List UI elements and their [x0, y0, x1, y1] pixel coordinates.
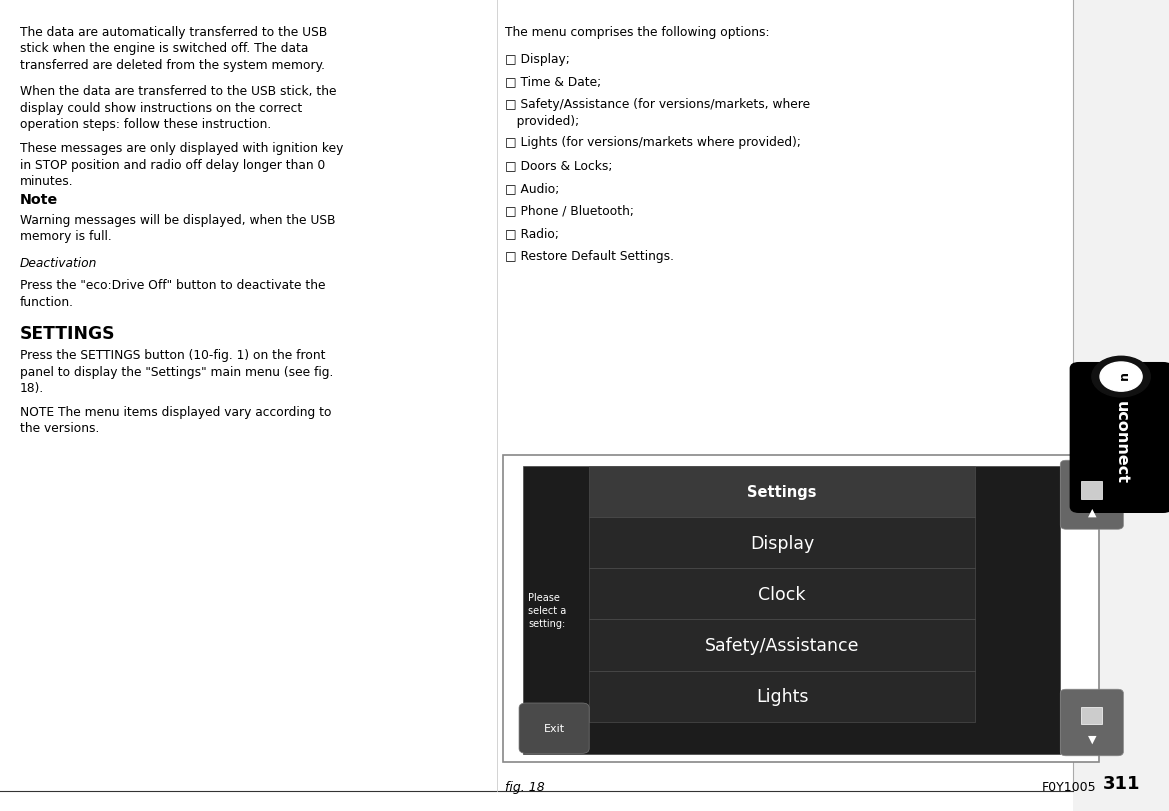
Text: When the data are transferred to the USB stick, the
display could show instructi: When the data are transferred to the USB… [20, 85, 337, 131]
Text: u: u [1115, 373, 1129, 381]
FancyBboxPatch shape [1081, 706, 1102, 724]
Text: Clock: Clock [759, 585, 805, 603]
Text: SETTINGS: SETTINGS [20, 324, 116, 342]
Bar [589, 466, 975, 517]
Text: □ Doors & Locks;: □ Doors & Locks; [505, 159, 613, 172]
Text: □ Phone / Bluetooth;: □ Phone / Bluetooth; [505, 204, 634, 217]
Text: □ Audio;: □ Audio; [505, 182, 559, 195]
Text: Deactivation: Deactivation [20, 257, 97, 270]
Text: F0Y1005: F0Y1005 [1042, 780, 1097, 793]
FancyBboxPatch shape [1081, 482, 1102, 499]
Bar [589, 671, 975, 722]
Text: Settings: Settings [747, 484, 817, 500]
Text: The menu comprises the following options:: The menu comprises the following options… [505, 26, 769, 39]
Text: □ Display;: □ Display; [505, 53, 569, 66]
Text: The data are automatically transferred to the USB
stick when the engine is switc: The data are automatically transferred t… [20, 26, 327, 72]
Bar [589, 620, 975, 671]
Bar [589, 517, 975, 569]
FancyBboxPatch shape [1060, 689, 1123, 756]
Bar [523, 466, 1060, 754]
Text: Press the SETTINGS button (10-fig. 1) on the front
panel to display the "Setting: Press the SETTINGS button (10-fig. 1) on… [20, 349, 333, 395]
Circle shape [1100, 363, 1142, 392]
Text: □ Lights (for versions/markets where provided);: □ Lights (for versions/markets where pro… [505, 136, 801, 149]
Text: Lights: Lights [756, 687, 808, 706]
Text: These messages are only displayed with ignition key
in STOP position and radio o: These messages are only displayed with i… [20, 142, 344, 188]
Text: □ Safety/Assistance (for versions/markets, where
   provided);: □ Safety/Assistance (for versions/market… [505, 98, 810, 127]
Text: □ Time & Date;: □ Time & Date; [505, 75, 601, 88]
Circle shape [1092, 357, 1150, 397]
FancyBboxPatch shape [1060, 461, 1123, 530]
FancyBboxPatch shape [519, 703, 589, 753]
Bar [589, 569, 975, 620]
Text: ▼: ▼ [1087, 734, 1097, 744]
Text: Warning messages will be displayed, when the USB
memory is full.: Warning messages will be displayed, when… [20, 213, 336, 242]
Text: NOTE The menu items displayed vary according to
the versions.: NOTE The menu items displayed vary accor… [20, 406, 331, 435]
Text: Safety/Assistance: Safety/Assistance [705, 636, 859, 654]
Text: fig. 18: fig. 18 [505, 780, 545, 793]
Text: Exit: Exit [544, 723, 565, 733]
Bar [503, 456, 1099, 762]
Text: □ Restore Default Settings.: □ Restore Default Settings. [505, 250, 675, 263]
Text: Note: Note [20, 193, 58, 207]
Text: Please
select a
setting:: Please select a setting: [528, 592, 567, 629]
Text: uconnect: uconnect [1114, 401, 1128, 483]
Text: □ Radio;: □ Radio; [505, 227, 559, 240]
Text: ▲: ▲ [1087, 507, 1097, 517]
Text: Press the "eco:Drive Off" button to deactivate the
function.: Press the "eco:Drive Off" button to deac… [20, 279, 325, 308]
Text: Display: Display [750, 534, 814, 552]
FancyBboxPatch shape [1070, 363, 1169, 513]
Text: 311: 311 [1102, 775, 1140, 792]
Bar [1073, 0, 1169, 811]
